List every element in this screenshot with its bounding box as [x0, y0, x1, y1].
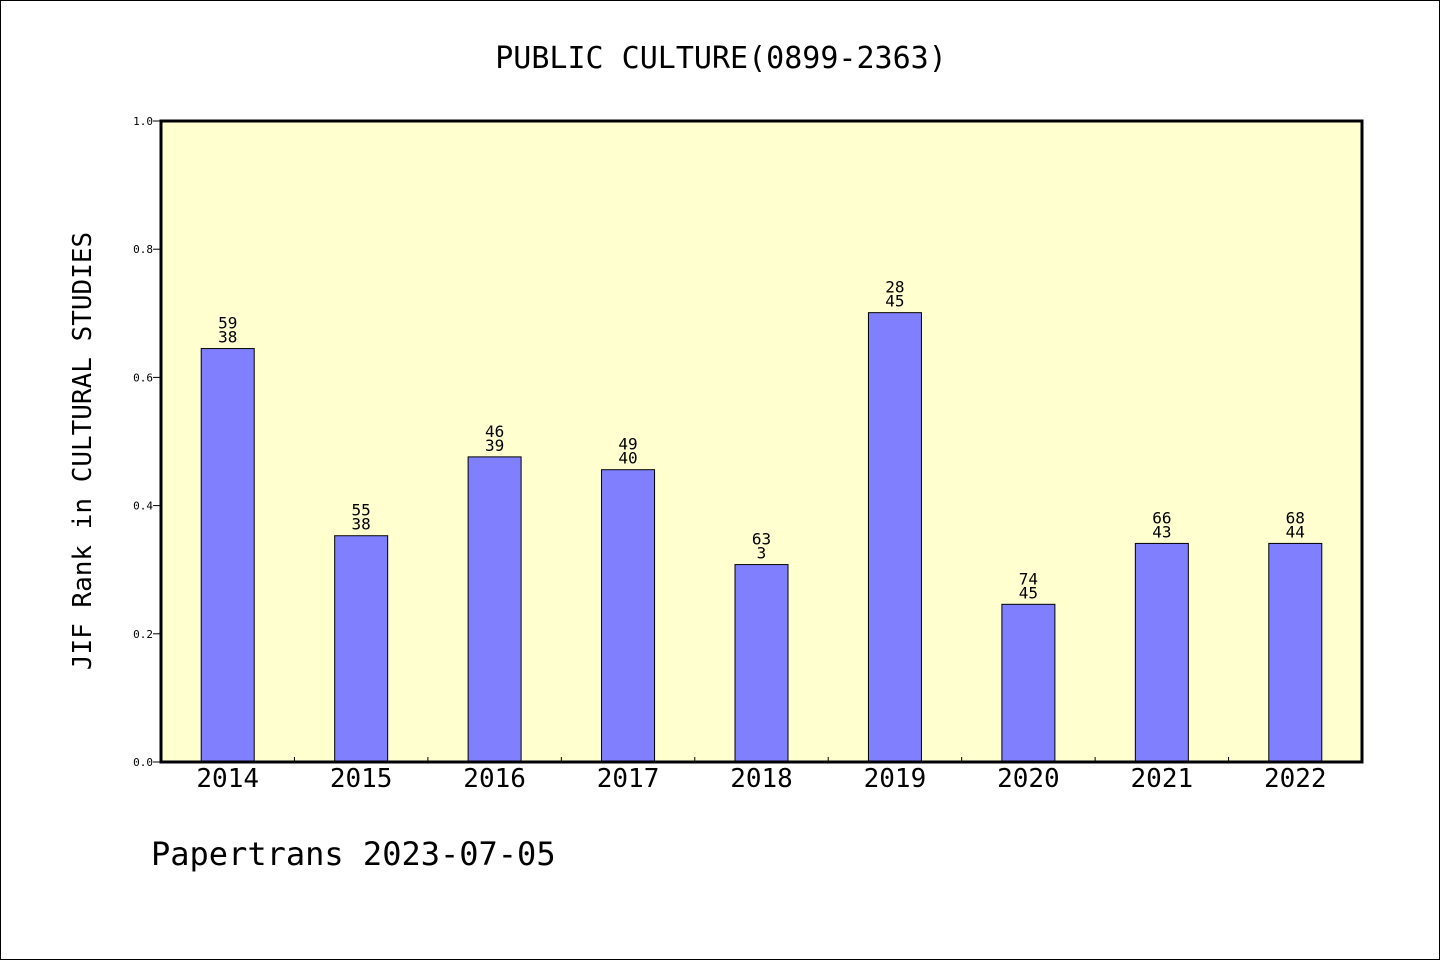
bar-label-top: 28	[885, 278, 904, 297]
x-tick-label: 2019	[864, 764, 927, 794]
y-tick-label: 1.0	[133, 115, 153, 128]
x-tick-label: 2017	[597, 764, 660, 794]
bar-label-top: 63	[752, 530, 771, 549]
x-tick-label: 2016	[463, 764, 526, 794]
bar-2021	[1134, 542, 1189, 763]
bar-label-top: 55	[352, 501, 371, 520]
x-tick-label: 2015	[330, 764, 393, 794]
bar-label-bottom: 43	[1152, 522, 1171, 541]
bar-2014	[200, 348, 255, 763]
bar-label-bottom: 39	[485, 436, 504, 455]
y-tick-label: 0.8	[133, 243, 153, 256]
x-tick-label: 2021	[1131, 764, 1194, 794]
bar-label-top: 68	[1286, 508, 1305, 527]
bar-label-bottom: 45	[885, 292, 904, 311]
bar-label-top: 59	[218, 314, 237, 333]
y-tick-label: 0.0	[133, 756, 153, 769]
x-axis-ticks: 2014 2015 2016 2017 2018 2019 2020 2021 2022	[196, 757, 1327, 794]
bar-label-bottom: 40	[618, 449, 637, 468]
x-tick-label: 2014	[196, 764, 259, 794]
bar-label-top: 46	[485, 422, 504, 441]
bar-2016	[467, 456, 522, 763]
y-tick-label: 0.4	[133, 500, 153, 513]
x-tick-label: 2018	[730, 764, 793, 794]
x-tick-label: 2020	[997, 764, 1060, 794]
bar-2022	[1268, 542, 1323, 763]
bar-2020	[1001, 603, 1056, 763]
bar-label-bottom: 44	[1286, 522, 1305, 541]
footer-text: Papertrans 2023-07-05	[151, 835, 556, 873]
bar-label-top: 66	[1152, 508, 1171, 527]
bar-label-bottom: 3	[757, 544, 767, 563]
bar-label-bottom: 38	[218, 328, 237, 347]
bar-2017	[601, 469, 656, 763]
bar-label-top: 49	[618, 435, 637, 454]
y-tick-label: 0.6	[133, 371, 153, 384]
bar-label-bottom: 38	[352, 515, 371, 534]
plot-border	[159, 119, 1364, 764]
y-tick-label: 0.2	[133, 628, 153, 641]
bar-label-top: 74	[1019, 569, 1038, 588]
bar-2015	[334, 535, 389, 763]
bar-2019	[867, 312, 922, 763]
bar-label-bottom: 45	[1019, 583, 1038, 602]
x-tick-label: 2022	[1264, 764, 1327, 794]
y-axis-ticks: 0.0 0.2 0.4 0.6 0.8 1.0	[133, 115, 161, 769]
bar-2018	[734, 564, 789, 763]
bars	[200, 312, 1323, 763]
chart-title: PUBLIC CULTURE(0899-2363)	[495, 41, 947, 76]
y-axis-label: JIF Rank in CULTURAL STUDIES	[68, 232, 98, 670]
